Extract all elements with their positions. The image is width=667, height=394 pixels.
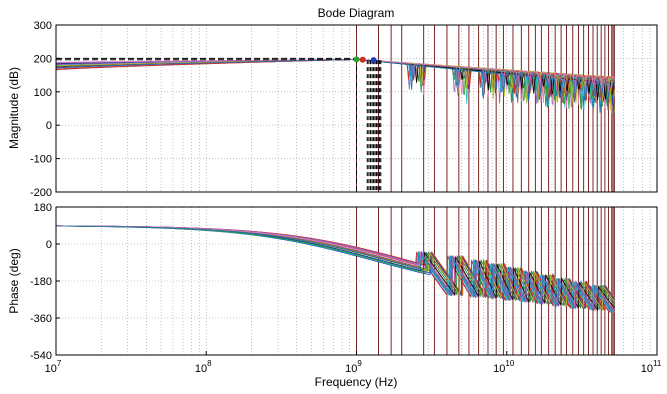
phase-y-tick-label: -540 (30, 350, 52, 362)
phase-y-tick-label: -180 (30, 276, 52, 288)
magnitude-y-tick-label: -100 (30, 154, 52, 166)
x-tick-exponent: 8 (207, 359, 212, 368)
x-tick-exponent: 7 (57, 359, 62, 368)
magnitude-y-tick-label: 200 (34, 53, 52, 65)
magnitude-plot: -200 -100 0 100 200 300 Magnitude (dB) (7, 20, 658, 199)
operating-point-marker (359, 56, 366, 63)
phase-series (56, 225, 615, 313)
magnitude-annotations (56, 56, 382, 192)
x-tick-label: 109 (345, 359, 362, 375)
phase-y-ticks: -540 -360 -180 0 180 (30, 202, 60, 362)
magnitude-y-tick-label: 0 (46, 120, 52, 132)
phase-y-label: Phase (deg) (7, 248, 21, 313)
phase-series-line (56, 225, 615, 313)
phase-y-tick-label: -360 (30, 313, 52, 325)
magnitude-y-ticks: -200 -100 0 100 200 300 (30, 20, 60, 199)
x-axis-label: Frequency (Hz) (315, 375, 398, 389)
x-tick-exponent: 10 (505, 359, 514, 368)
magnitude-frame (55, 24, 658, 193)
phase-y-tick-label: 180 (34, 202, 52, 214)
x-tick-label: 1011 (641, 359, 662, 375)
magnitude-y-tick-label: 100 (34, 87, 52, 99)
x-tick-label: 108 (195, 359, 212, 375)
x-tick-label: 1010 (493, 359, 515, 375)
magnitude-y-label: Magnitude (dB) (7, 67, 21, 149)
x-tick-exponent: 11 (653, 359, 662, 368)
chart-title: Bode Diagram (318, 6, 395, 20)
x-tick-exponent: 9 (357, 359, 362, 368)
phase-y-tick-label: 0 (46, 239, 52, 251)
magnitude-y-tick-label: -200 (30, 187, 52, 199)
operating-point-marker (353, 56, 360, 63)
operating-point-marker (370, 57, 377, 64)
magnitude-y-tick-label: 300 (34, 20, 52, 32)
